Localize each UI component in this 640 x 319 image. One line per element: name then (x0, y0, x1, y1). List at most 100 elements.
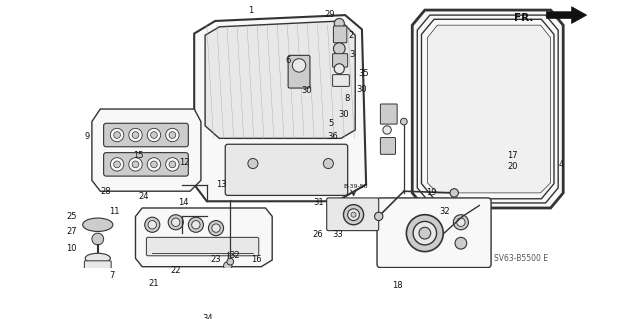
Text: 22: 22 (170, 266, 181, 275)
Text: B-39-50: B-39-50 (344, 184, 368, 189)
Text: 20: 20 (508, 161, 518, 171)
FancyBboxPatch shape (333, 54, 348, 67)
Circle shape (150, 132, 157, 138)
Circle shape (223, 262, 232, 270)
FancyBboxPatch shape (147, 237, 259, 256)
Circle shape (166, 128, 179, 142)
Text: 17: 17 (508, 151, 518, 160)
Circle shape (374, 212, 383, 220)
Circle shape (383, 112, 391, 120)
Text: 34: 34 (202, 314, 213, 319)
Circle shape (132, 161, 139, 168)
Polygon shape (547, 7, 587, 24)
Circle shape (413, 221, 436, 245)
Circle shape (145, 217, 160, 232)
Text: 23: 23 (211, 256, 221, 264)
Ellipse shape (85, 253, 110, 263)
Text: 16: 16 (251, 256, 262, 264)
Circle shape (147, 158, 161, 171)
Circle shape (147, 128, 161, 142)
Text: 9: 9 (84, 132, 90, 141)
Circle shape (192, 220, 200, 229)
Text: 8: 8 (344, 94, 349, 103)
Circle shape (450, 189, 458, 197)
Text: 30: 30 (356, 85, 367, 94)
FancyBboxPatch shape (333, 26, 347, 43)
FancyBboxPatch shape (104, 152, 188, 176)
Circle shape (455, 237, 467, 249)
Text: 2: 2 (348, 31, 354, 40)
Text: 4: 4 (559, 160, 564, 169)
Text: 19: 19 (426, 189, 436, 197)
Text: 7: 7 (109, 271, 115, 279)
Circle shape (344, 204, 364, 225)
Text: 11: 11 (109, 207, 120, 216)
Text: 27: 27 (67, 227, 77, 236)
Text: 29: 29 (325, 10, 335, 19)
FancyBboxPatch shape (104, 123, 188, 147)
Text: 21: 21 (148, 279, 159, 288)
Text: 30: 30 (301, 86, 312, 95)
Polygon shape (428, 25, 550, 193)
FancyBboxPatch shape (380, 137, 396, 154)
Circle shape (333, 43, 345, 55)
FancyBboxPatch shape (380, 104, 397, 124)
Text: 31: 31 (313, 198, 324, 207)
Circle shape (110, 128, 124, 142)
Text: 14: 14 (178, 198, 189, 207)
Circle shape (212, 224, 220, 232)
Text: SV63-B5500 E: SV63-B5500 E (494, 254, 548, 263)
FancyBboxPatch shape (225, 144, 348, 196)
Circle shape (383, 126, 391, 134)
Circle shape (150, 161, 157, 168)
Circle shape (292, 59, 306, 72)
Circle shape (457, 218, 465, 226)
Circle shape (419, 227, 431, 239)
Text: 15: 15 (132, 152, 143, 160)
Circle shape (110, 158, 124, 171)
Text: 30: 30 (338, 109, 349, 119)
Text: 12: 12 (179, 158, 189, 167)
FancyBboxPatch shape (84, 261, 111, 269)
Circle shape (248, 159, 258, 168)
Circle shape (323, 159, 333, 168)
Text: 10: 10 (67, 244, 77, 253)
Text: 32: 32 (229, 251, 240, 260)
Circle shape (168, 215, 183, 230)
Ellipse shape (83, 218, 113, 232)
Circle shape (169, 161, 176, 168)
Circle shape (406, 215, 444, 252)
Circle shape (188, 217, 204, 232)
Text: 35: 35 (358, 69, 369, 78)
Text: 13: 13 (216, 180, 227, 189)
FancyBboxPatch shape (326, 198, 379, 231)
Circle shape (348, 209, 360, 220)
Text: 1: 1 (248, 6, 253, 15)
Circle shape (401, 118, 407, 125)
Text: 26: 26 (312, 230, 323, 239)
Circle shape (114, 161, 120, 168)
FancyBboxPatch shape (333, 75, 349, 86)
Circle shape (334, 64, 344, 74)
Text: 25: 25 (67, 212, 77, 221)
Polygon shape (205, 21, 355, 138)
Circle shape (209, 220, 223, 236)
Text: 32: 32 (439, 207, 449, 216)
FancyBboxPatch shape (288, 56, 310, 88)
Circle shape (334, 19, 344, 28)
Circle shape (172, 218, 180, 226)
Circle shape (129, 128, 142, 142)
Circle shape (227, 258, 234, 265)
Polygon shape (412, 10, 563, 208)
Polygon shape (136, 208, 272, 267)
Text: 36: 36 (327, 132, 338, 141)
Circle shape (114, 132, 120, 138)
Text: 18: 18 (392, 281, 403, 290)
Circle shape (169, 132, 176, 138)
Text: 5: 5 (328, 119, 333, 128)
Circle shape (453, 215, 468, 230)
Polygon shape (194, 15, 366, 201)
Text: FR.: FR. (515, 13, 534, 24)
Circle shape (132, 132, 139, 138)
Circle shape (148, 220, 156, 229)
